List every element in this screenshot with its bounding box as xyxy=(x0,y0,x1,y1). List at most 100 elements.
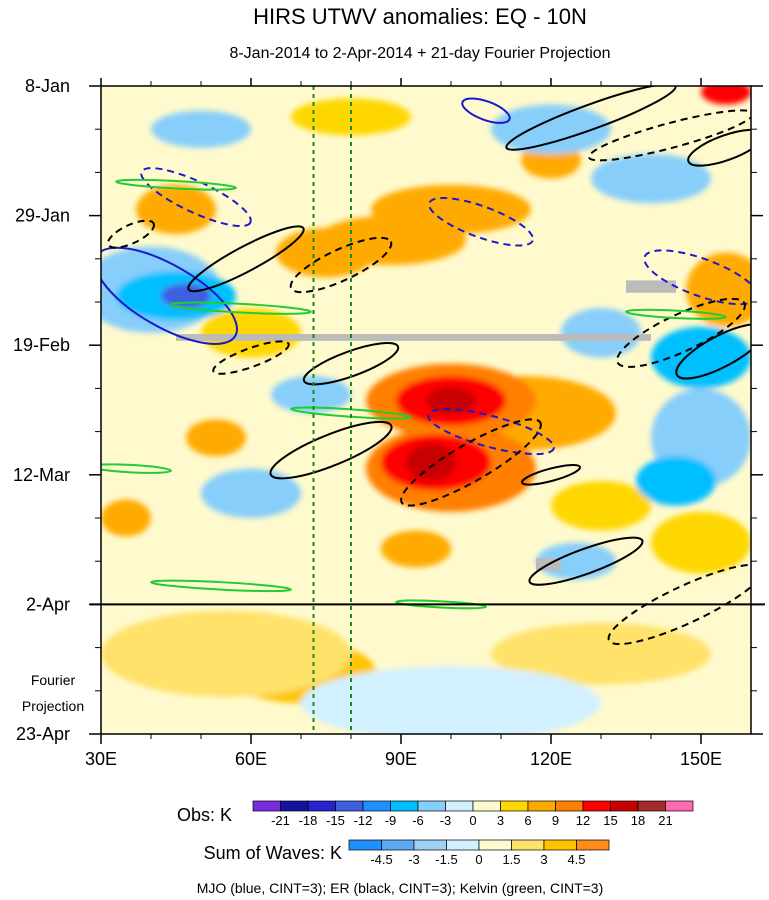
er-contour xyxy=(687,128,751,167)
obs-colorbar-swatch xyxy=(500,800,529,812)
anomaly-blob xyxy=(276,227,376,278)
projection-label-line1: Fourier xyxy=(31,672,76,688)
x-tick-label: 150E xyxy=(680,749,722,769)
kelvin-contour xyxy=(101,463,172,474)
anomaly-blob xyxy=(101,499,151,537)
obs-colorbar-swatch xyxy=(252,800,281,812)
obs-colorbar-level-label: 9 xyxy=(552,813,559,828)
chart-title: HIRS UTWV anomalies: EQ - 10N xyxy=(253,4,587,29)
x-tick-label: 90E xyxy=(385,749,417,769)
er-contour xyxy=(289,236,393,294)
anomaly-blob xyxy=(151,110,251,148)
plot-area xyxy=(101,86,751,734)
waves-colorbar-swatch xyxy=(576,839,610,851)
obs-colorbar-level-label: 18 xyxy=(631,813,645,828)
waves-colorbar-level-label: -3 xyxy=(408,852,420,867)
anomaly-blob xyxy=(591,153,711,204)
contour-legend: MJO (blue, CINT=3); ER (black, CINT=3); … xyxy=(197,880,604,896)
er-contour xyxy=(528,536,644,586)
anomaly-blob xyxy=(381,530,451,568)
anomaly-blob xyxy=(491,104,611,154)
anomaly-blob xyxy=(551,480,651,531)
waves-colorbar-swatch xyxy=(543,839,577,851)
obs-colorbar-label: Obs: K xyxy=(177,805,232,825)
anomaly-blob xyxy=(186,419,246,457)
waves-colorbar-level-label: 4.5 xyxy=(567,852,585,867)
obs-colorbar-level-label: -15 xyxy=(326,813,345,828)
obs-colorbar-swatch xyxy=(417,800,446,812)
y-tick-label: 23-Apr xyxy=(16,724,70,744)
kelvin-contour xyxy=(150,579,292,593)
er-contour xyxy=(616,297,746,368)
mjo-contour xyxy=(643,249,751,306)
kelvin-contour xyxy=(115,178,237,191)
obs-colorbar-swatch xyxy=(637,800,666,812)
anomaly-blob xyxy=(201,308,301,358)
obs-colorbar-swatch xyxy=(472,800,501,812)
anomaly-blob xyxy=(201,468,301,518)
waves-colorbar-swatch xyxy=(381,839,415,851)
obs-colorbar: -21 -18 -15 -12 -9 -6 -3 0 3 6 9 12 15 18 21 xyxy=(252,800,694,828)
obs-colorbar-level-label: 0 xyxy=(469,813,476,828)
kelvin-contour xyxy=(170,301,312,315)
waves-colorbar-level-label: -1.5 xyxy=(435,852,457,867)
obs-colorbar-swatch xyxy=(665,800,694,812)
er-contour xyxy=(587,109,751,162)
y-tick-label: 2-Apr xyxy=(26,594,70,614)
waves-colorbar-level-label: -4.5 xyxy=(370,852,392,867)
missing-data-patch xyxy=(626,280,676,293)
obs-colorbar-level-label: 12 xyxy=(576,813,590,828)
obs-colorbar-level-label: -12 xyxy=(354,813,373,828)
mjo-contour xyxy=(427,408,555,456)
obs-colorbar-swatch xyxy=(307,800,336,812)
waves-colorbar-swatch xyxy=(446,839,480,851)
obs-colorbar-swatch xyxy=(445,800,474,812)
x-tick-label: 30E xyxy=(85,749,117,769)
er-contour xyxy=(107,219,155,249)
projection-blob xyxy=(491,622,711,685)
anomaly-blob xyxy=(651,511,751,574)
mjo-contour xyxy=(428,197,534,247)
anomaly-blob xyxy=(291,98,411,136)
y-tick-label: 8-Jan xyxy=(25,76,70,96)
er-contour xyxy=(187,225,305,293)
obs-colorbar-swatch xyxy=(335,800,364,812)
anomaly-blob xyxy=(136,184,216,235)
waves-colorbar-label: Sum of Waves: K xyxy=(204,843,342,863)
obs-colorbar-swatch xyxy=(555,800,584,812)
waves-colorbar-level-label: 1.5 xyxy=(502,852,520,867)
x-tick-label: 60E xyxy=(235,749,267,769)
er-contour xyxy=(400,418,542,507)
anomaly-blob xyxy=(701,86,751,105)
anomaly-blob xyxy=(561,308,641,358)
obs-colorbar-level-label: 6 xyxy=(524,813,531,828)
obs-colorbar-swatch xyxy=(390,800,419,812)
obs-colorbar-level-label: -21 xyxy=(271,813,290,828)
er-contour xyxy=(520,464,582,486)
anomaly-blob xyxy=(406,443,456,481)
er-contour xyxy=(675,323,751,380)
y-tick-label: 29-Jan xyxy=(15,206,70,226)
waves-colorbar-level-label: 0 xyxy=(475,852,482,867)
obs-colorbar-swatch xyxy=(362,800,391,812)
anomaly-blob xyxy=(686,252,751,327)
waves-colorbar-swatch xyxy=(511,839,545,851)
er-contour xyxy=(302,342,400,386)
kelvin-contour xyxy=(395,599,487,610)
reference-lines xyxy=(312,86,352,734)
projection-blob xyxy=(101,610,351,697)
er-contour xyxy=(607,563,751,646)
anomaly-blob xyxy=(271,376,351,414)
waves-colorbar-level-label: 3 xyxy=(540,852,547,867)
mjo-contour xyxy=(101,246,238,345)
waves-colorbar-swatch xyxy=(348,839,382,851)
projection-blob xyxy=(301,666,601,734)
y-tick-label: 12-Mar xyxy=(13,465,70,485)
waves-colorbar-swatch xyxy=(413,839,447,851)
y-tick-label: 19-Feb xyxy=(13,335,70,355)
chart-subtitle: 8-Jan-2014 to 2-Apr-2014 + 21-day Fourie… xyxy=(229,45,610,62)
er-contour xyxy=(212,340,290,375)
axes: 30E 60E 90E 120E 150E 8-Jan 29-Jan 19-Feb 12-Mar… xyxy=(13,76,763,769)
anomaly-blob xyxy=(651,326,751,389)
